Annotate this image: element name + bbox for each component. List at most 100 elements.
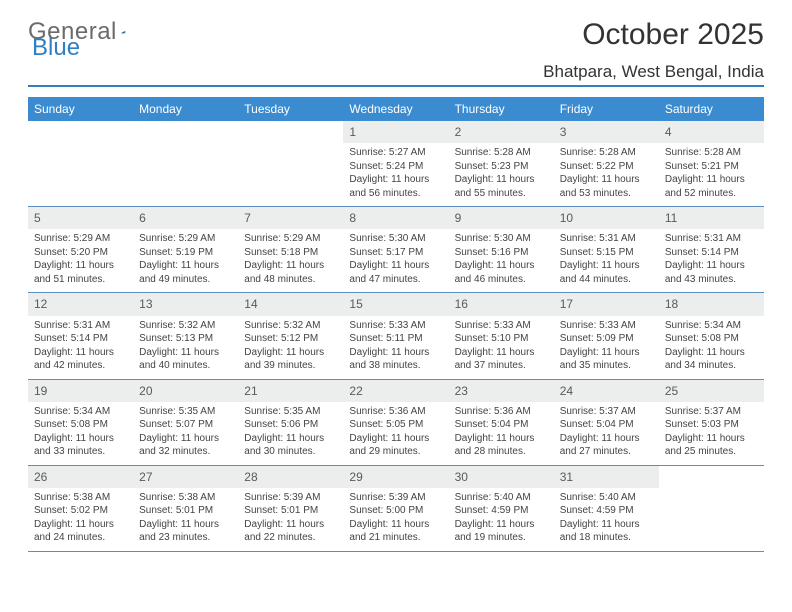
day-cell: 10Sunrise: 5:31 AMSunset: 5:15 PMDayligh… — [554, 207, 659, 292]
day-cell: 26Sunrise: 5:38 AMSunset: 5:02 PMDayligh… — [28, 466, 133, 551]
day-body: Sunrise: 5:29 AMSunset: 5:19 PMDaylight:… — [133, 229, 238, 292]
day-number: 22 — [343, 380, 448, 402]
day-number: 23 — [449, 380, 554, 402]
sunset-line: Sunset: 5:08 PM — [665, 332, 758, 346]
day-number: 19 — [28, 380, 133, 402]
day-number: 13 — [133, 293, 238, 315]
day-cell: 15Sunrise: 5:33 AMSunset: 5:11 PMDayligh… — [343, 293, 448, 378]
daylight-line: Daylight: 11 hours and 28 minutes. — [455, 432, 548, 459]
day-cell — [659, 466, 764, 551]
daylight-line: Daylight: 11 hours and 56 minutes. — [349, 173, 442, 200]
day-cell: 7Sunrise: 5:29 AMSunset: 5:18 PMDaylight… — [238, 207, 343, 292]
sunset-line: Sunset: 5:04 PM — [455, 418, 548, 432]
daylight-line: Daylight: 11 hours and 19 minutes. — [455, 518, 548, 545]
day-number: 27 — [133, 466, 238, 488]
day-cell: 6Sunrise: 5:29 AMSunset: 5:19 PMDaylight… — [133, 207, 238, 292]
day-body: Sunrise: 5:28 AMSunset: 5:21 PMDaylight:… — [659, 143, 764, 206]
day-cell: 12Sunrise: 5:31 AMSunset: 5:14 PMDayligh… — [28, 293, 133, 378]
day-number: 14 — [238, 293, 343, 315]
day-body: Sunrise: 5:40 AMSunset: 4:59 PMDaylight:… — [449, 488, 554, 551]
day-body: Sunrise: 5:33 AMSunset: 5:09 PMDaylight:… — [554, 316, 659, 379]
weekday-header: Wednesday — [343, 97, 448, 121]
day-number: 8 — [343, 207, 448, 229]
daylight-line: Daylight: 11 hours and 55 minutes. — [455, 173, 548, 200]
day-cell — [238, 121, 343, 206]
sunrise-line: Sunrise: 5:38 AM — [139, 491, 232, 505]
day-body: Sunrise: 5:28 AMSunset: 5:22 PMDaylight:… — [554, 143, 659, 206]
daylight-line: Daylight: 11 hours and 51 minutes. — [34, 259, 127, 286]
day-number — [133, 121, 238, 143]
daylight-line: Daylight: 11 hours and 46 minutes. — [455, 259, 548, 286]
day-body: Sunrise: 5:36 AMSunset: 5:05 PMDaylight:… — [343, 402, 448, 465]
sunrise-line: Sunrise: 5:34 AM — [665, 319, 758, 333]
sunset-line: Sunset: 5:17 PM — [349, 246, 442, 260]
day-number: 31 — [554, 466, 659, 488]
day-cell: 11Sunrise: 5:31 AMSunset: 5:14 PMDayligh… — [659, 207, 764, 292]
day-body: Sunrise: 5:39 AMSunset: 5:00 PMDaylight:… — [343, 488, 448, 551]
sunrise-line: Sunrise: 5:27 AM — [349, 146, 442, 160]
weekday-header: Monday — [133, 97, 238, 121]
day-number: 7 — [238, 207, 343, 229]
sunrise-line: Sunrise: 5:35 AM — [139, 405, 232, 419]
sunset-line: Sunset: 5:07 PM — [139, 418, 232, 432]
day-number: 6 — [133, 207, 238, 229]
sunrise-line: Sunrise: 5:28 AM — [665, 146, 758, 160]
sunrise-line: Sunrise: 5:35 AM — [244, 405, 337, 419]
day-number: 2 — [449, 121, 554, 143]
sunset-line: Sunset: 5:15 PM — [560, 246, 653, 260]
daylight-line: Daylight: 11 hours and 32 minutes. — [139, 432, 232, 459]
day-number: 21 — [238, 380, 343, 402]
calendar: SundayMondayTuesdayWednesdayThursdayFrid… — [28, 97, 764, 552]
day-number — [238, 121, 343, 143]
day-number: 11 — [659, 207, 764, 229]
day-cell: 5Sunrise: 5:29 AMSunset: 5:20 PMDaylight… — [28, 207, 133, 292]
sunrise-line: Sunrise: 5:37 AM — [665, 405, 758, 419]
sunset-line: Sunset: 5:05 PM — [349, 418, 442, 432]
day-body: Sunrise: 5:35 AMSunset: 5:07 PMDaylight:… — [133, 402, 238, 465]
daylight-line: Daylight: 11 hours and 33 minutes. — [34, 432, 127, 459]
title-block: October 2025 — [582, 18, 764, 56]
daylight-line: Daylight: 11 hours and 43 minutes. — [665, 259, 758, 286]
day-body: Sunrise: 5:32 AMSunset: 5:12 PMDaylight:… — [238, 316, 343, 379]
sunset-line: Sunset: 5:08 PM — [34, 418, 127, 432]
day-number: 24 — [554, 380, 659, 402]
day-number — [659, 466, 764, 488]
week-row: 5Sunrise: 5:29 AMSunset: 5:20 PMDaylight… — [28, 207, 764, 293]
day-body: Sunrise: 5:33 AMSunset: 5:10 PMDaylight:… — [449, 316, 554, 379]
sunset-line: Sunset: 5:01 PM — [244, 504, 337, 518]
sunset-line: Sunset: 5:11 PM — [349, 332, 442, 346]
daylight-line: Daylight: 11 hours and 37 minutes. — [455, 346, 548, 373]
sunset-line: Sunset: 4:59 PM — [455, 504, 548, 518]
day-number: 12 — [28, 293, 133, 315]
daylight-line: Daylight: 11 hours and 47 minutes. — [349, 259, 442, 286]
sunrise-line: Sunrise: 5:29 AM — [244, 232, 337, 246]
sunset-line: Sunset: 5:06 PM — [244, 418, 337, 432]
sunrise-line: Sunrise: 5:36 AM — [349, 405, 442, 419]
day-number: 25 — [659, 380, 764, 402]
day-cell: 31Sunrise: 5:40 AMSunset: 4:59 PMDayligh… — [554, 466, 659, 551]
day-body: Sunrise: 5:37 AMSunset: 5:04 PMDaylight:… — [554, 402, 659, 465]
day-cell: 29Sunrise: 5:39 AMSunset: 5:00 PMDayligh… — [343, 466, 448, 551]
daylight-line: Daylight: 11 hours and 24 minutes. — [34, 518, 127, 545]
sunrise-line: Sunrise: 5:32 AM — [139, 319, 232, 333]
daylight-line: Daylight: 11 hours and 25 minutes. — [665, 432, 758, 459]
sunrise-line: Sunrise: 5:33 AM — [455, 319, 548, 333]
day-number: 20 — [133, 380, 238, 402]
day-body: Sunrise: 5:34 AMSunset: 5:08 PMDaylight:… — [659, 316, 764, 379]
sunset-line: Sunset: 5:19 PM — [139, 246, 232, 260]
weekday-header: Tuesday — [238, 97, 343, 121]
sunset-line: Sunset: 4:59 PM — [560, 504, 653, 518]
day-body: Sunrise: 5:30 AMSunset: 5:17 PMDaylight:… — [343, 229, 448, 292]
daylight-line: Daylight: 11 hours and 27 minutes. — [560, 432, 653, 459]
week-row: 12Sunrise: 5:31 AMSunset: 5:14 PMDayligh… — [28, 293, 764, 379]
daylight-line: Daylight: 11 hours and 52 minutes. — [665, 173, 758, 200]
sunrise-line: Sunrise: 5:31 AM — [665, 232, 758, 246]
sunset-line: Sunset: 5:20 PM — [34, 246, 127, 260]
sunset-line: Sunset: 5:01 PM — [139, 504, 232, 518]
sunrise-line: Sunrise: 5:36 AM — [455, 405, 548, 419]
day-body: Sunrise: 5:38 AMSunset: 5:02 PMDaylight:… — [28, 488, 133, 551]
daylight-line: Daylight: 11 hours and 22 minutes. — [244, 518, 337, 545]
daylight-line: Daylight: 11 hours and 18 minutes. — [560, 518, 653, 545]
sunrise-line: Sunrise: 5:38 AM — [34, 491, 127, 505]
week-row: 26Sunrise: 5:38 AMSunset: 5:02 PMDayligh… — [28, 466, 764, 552]
